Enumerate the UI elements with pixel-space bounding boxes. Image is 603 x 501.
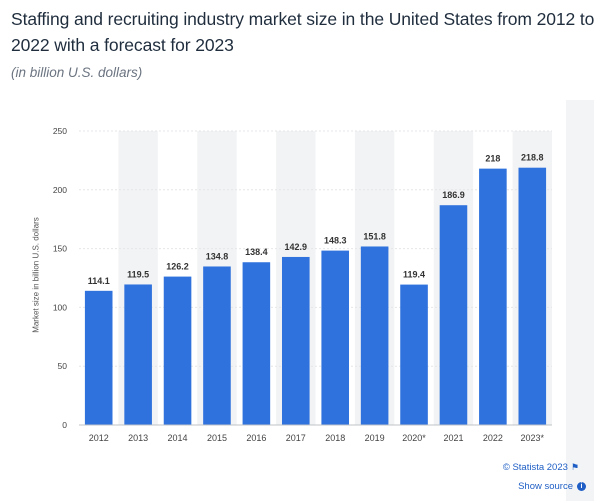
data-label: 148.3 xyxy=(324,236,347,246)
data-label: 218.8 xyxy=(521,153,544,163)
bar xyxy=(124,284,152,425)
show-source-link[interactable]: Show source i xyxy=(518,481,586,492)
data-label: 134.8 xyxy=(206,251,229,261)
chart-subtitle: (in billion U.S. dollars) xyxy=(11,65,143,80)
data-label: 119.4 xyxy=(403,270,425,280)
data-label: 218 xyxy=(485,154,500,164)
data-label: 151.8 xyxy=(363,231,386,241)
y-axis-title: Market size in billion U.S. dollars xyxy=(31,217,41,333)
y-tick-label: 100 xyxy=(53,302,67,312)
x-tick-label: 2020* xyxy=(402,433,426,443)
statista-credit[interactable]: © Statista 2023 ⚑ xyxy=(503,462,579,473)
credit-text: © Statista 2023 xyxy=(502,462,568,473)
x-tick-label: 2014 xyxy=(168,433,188,443)
x-tick-label: 2015 xyxy=(207,433,227,443)
bar xyxy=(163,276,192,425)
bar xyxy=(439,205,468,425)
x-tick-label: 2013 xyxy=(128,433,148,443)
bar xyxy=(242,262,271,425)
x-tick-label: 2023* xyxy=(521,433,545,443)
bar xyxy=(518,167,547,425)
bar xyxy=(321,250,350,425)
data-label: 114.1 xyxy=(88,276,110,286)
x-tick-label: 2021 xyxy=(443,433,463,443)
y-tick-label: 150 xyxy=(53,244,67,254)
data-label: 126.2 xyxy=(166,262,189,272)
bar xyxy=(479,168,507,425)
bar xyxy=(203,266,231,425)
data-label: 119.5 xyxy=(127,269,149,279)
bar xyxy=(84,290,113,425)
bar xyxy=(360,246,389,425)
data-label: 186.9 xyxy=(442,190,465,200)
x-tick-label: 2019 xyxy=(365,433,385,443)
y-tick-label: 0 xyxy=(62,420,67,430)
x-tick-label: 2018 xyxy=(325,433,345,443)
x-tick-label: 2016 xyxy=(246,433,266,443)
x-tick-label: 2017 xyxy=(286,433,306,443)
y-tick-label: 50 xyxy=(58,361,68,371)
data-label: 138.4 xyxy=(245,247,268,257)
bar xyxy=(400,284,428,425)
y-tick-label: 200 xyxy=(53,185,67,195)
x-tick-label: 2022 xyxy=(483,433,503,443)
y-tick-label: 250 xyxy=(53,126,67,136)
data-label: 142.9 xyxy=(285,242,308,252)
info-icon: i xyxy=(577,482,586,491)
chart-title: Staffing and recruiting industry market … xyxy=(11,9,595,55)
flag-icon: ⚑ xyxy=(570,462,579,472)
x-tick-label: 2012 xyxy=(89,433,109,443)
show-source-text: Show source xyxy=(518,481,573,492)
bar xyxy=(281,256,310,425)
